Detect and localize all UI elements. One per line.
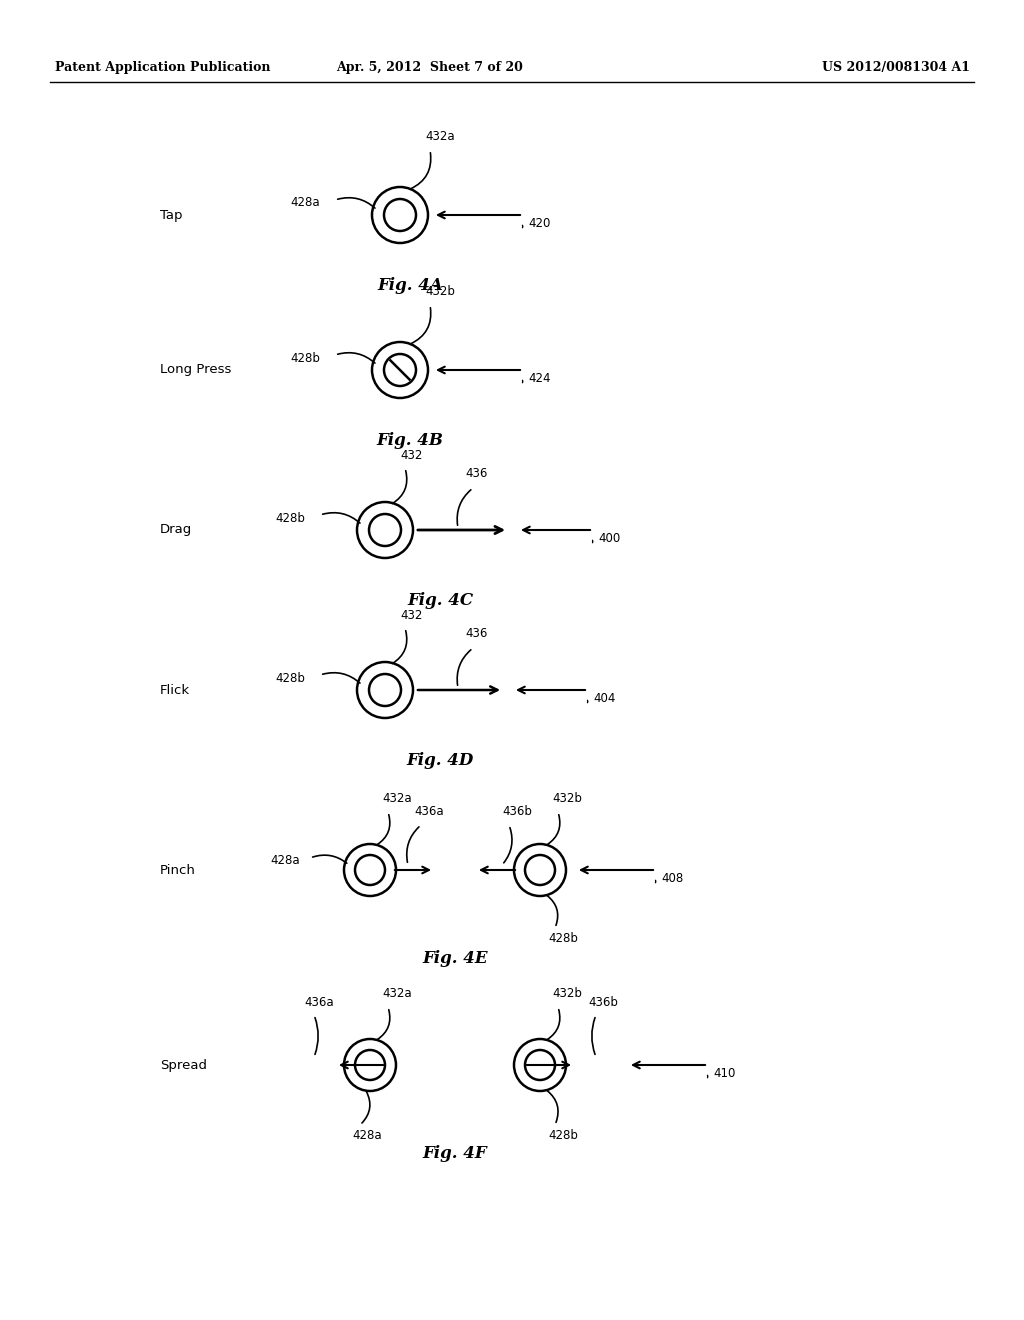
Text: Long Press: Long Press <box>160 363 231 376</box>
Text: Fig. 4C: Fig. 4C <box>407 591 473 609</box>
Text: 432: 432 <box>400 609 422 622</box>
Text: 428a: 428a <box>352 1129 382 1142</box>
Text: 428b: 428b <box>290 351 319 364</box>
Text: Drag: Drag <box>160 524 193 536</box>
Text: 432a: 432a <box>382 792 412 805</box>
Text: Flick: Flick <box>160 684 190 697</box>
Text: 432: 432 <box>400 449 422 462</box>
Text: 410: 410 <box>713 1067 735 1080</box>
Text: 436b: 436b <box>502 805 531 818</box>
Text: 436: 436 <box>465 467 487 480</box>
Text: 432a: 432a <box>425 129 455 143</box>
Text: 428a: 428a <box>270 854 300 866</box>
Text: 432a: 432a <box>382 987 412 1001</box>
Text: 436a: 436a <box>304 997 334 1008</box>
Text: 428b: 428b <box>548 932 578 945</box>
Text: Apr. 5, 2012  Sheet 7 of 20: Apr. 5, 2012 Sheet 7 of 20 <box>337 62 523 74</box>
Text: US 2012/0081304 A1: US 2012/0081304 A1 <box>822 62 970 74</box>
Text: 428b: 428b <box>275 672 305 685</box>
Text: Fig. 4E: Fig. 4E <box>422 950 487 968</box>
Text: 432b: 432b <box>552 792 582 805</box>
Text: 436b: 436b <box>588 997 617 1008</box>
Text: 428b: 428b <box>548 1129 578 1142</box>
Text: 436a: 436a <box>414 805 443 818</box>
Text: Pinch: Pinch <box>160 863 196 876</box>
Text: Fig. 4F: Fig. 4F <box>423 1144 487 1162</box>
Text: Fig. 4A: Fig. 4A <box>377 277 442 294</box>
Text: Spread: Spread <box>160 1059 207 1072</box>
Text: Fig. 4B: Fig. 4B <box>377 432 443 449</box>
Text: 408: 408 <box>662 873 683 884</box>
Text: Patent Application Publication: Patent Application Publication <box>55 62 270 74</box>
Text: 436: 436 <box>465 627 487 640</box>
Text: Tap: Tap <box>160 209 182 222</box>
Text: Fig. 4D: Fig. 4D <box>407 752 474 770</box>
Text: 428a: 428a <box>290 197 319 210</box>
Text: 432b: 432b <box>552 987 582 1001</box>
Text: 420: 420 <box>528 216 550 230</box>
Text: 428b: 428b <box>275 511 305 524</box>
Text: 404: 404 <box>593 692 615 705</box>
Text: 400: 400 <box>598 532 621 545</box>
Text: 432b: 432b <box>425 285 455 298</box>
Text: 424: 424 <box>528 372 551 385</box>
